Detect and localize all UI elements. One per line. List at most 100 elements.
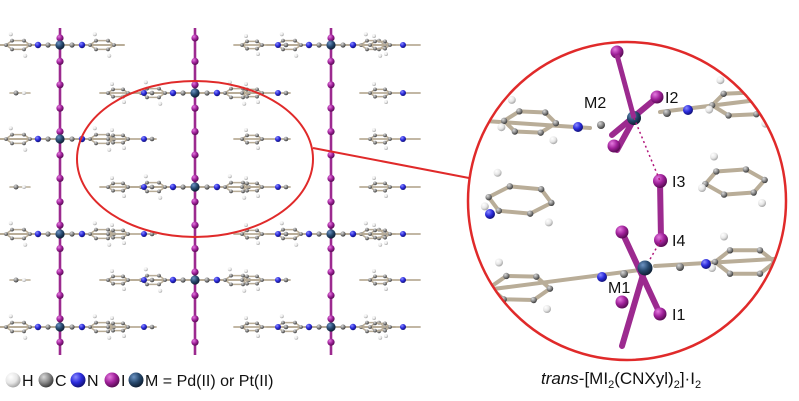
selection-ellipse bbox=[76, 80, 314, 238]
carbon-atom bbox=[22, 132, 26, 137]
carbon-atom bbox=[340, 42, 346, 48]
nitrogen-atom bbox=[400, 277, 406, 283]
carbon-atom bbox=[121, 274, 125, 279]
legend-h-label: H bbox=[22, 373, 34, 390]
nitrogen-atom bbox=[34, 323, 42, 331]
carbon-atom bbox=[388, 137, 392, 141]
iodine-atom bbox=[56, 128, 64, 136]
carbon-atom bbox=[149, 184, 155, 190]
carbon-atom bbox=[111, 281, 115, 286]
carbon-atom bbox=[620, 270, 628, 278]
hydrogen-atom bbox=[480, 202, 489, 211]
carbon-atom bbox=[383, 181, 387, 186]
carbon-atom bbox=[283, 324, 289, 330]
hydrogen-atom bbox=[294, 335, 299, 340]
carbon-atom bbox=[229, 189, 233, 194]
nitrogen-atom bbox=[169, 183, 177, 191]
hydrogen-atom bbox=[107, 335, 112, 340]
carbon-atom bbox=[45, 136, 51, 142]
hydrogen-atom bbox=[23, 53, 28, 58]
carbon-atom bbox=[260, 232, 264, 236]
carbon-atom bbox=[10, 236, 14, 241]
nitrogen-atom bbox=[400, 90, 406, 96]
hydrogen-atom bbox=[244, 34, 248, 38]
nitrogen-atom bbox=[213, 276, 221, 284]
carbon-atom bbox=[720, 191, 728, 198]
carbon-atom bbox=[10, 141, 14, 146]
carbon-atom bbox=[126, 137, 130, 141]
carbon-atom bbox=[260, 43, 264, 47]
carbon-atom bbox=[106, 38, 110, 43]
carbon-atom bbox=[283, 42, 289, 48]
carbon-atom bbox=[241, 180, 245, 185]
carbon-atom bbox=[22, 320, 26, 325]
iodine-atom-top bbox=[610, 45, 624, 59]
nitrogen-atom bbox=[305, 41, 313, 49]
carbon-atom bbox=[368, 91, 372, 95]
hydrogen-atom bbox=[92, 221, 97, 226]
carbon-atom bbox=[149, 277, 155, 283]
carbon-atom bbox=[45, 324, 51, 330]
carbon-atom bbox=[761, 176, 768, 184]
carbon-atom bbox=[255, 188, 259, 193]
legend-m-sphere bbox=[128, 372, 144, 388]
hydrogen-atom bbox=[378, 335, 383, 340]
carbon-atom bbox=[180, 277, 186, 283]
hydrogen-atom bbox=[495, 258, 503, 267]
carbon-atom bbox=[245, 321, 249, 326]
iodine-atom bbox=[327, 104, 335, 112]
carbon-atom bbox=[316, 324, 322, 330]
carbon-atom bbox=[368, 325, 372, 329]
hydrogen-atom bbox=[549, 136, 558, 145]
hydrogen-atom bbox=[107, 242, 112, 247]
hydrogen-atom bbox=[110, 316, 114, 320]
carbon-atom bbox=[180, 184, 186, 190]
carbon-atom bbox=[240, 325, 244, 329]
carbon-atom bbox=[373, 281, 377, 286]
iodine-atom bbox=[191, 81, 199, 89]
hydrogen-atom bbox=[110, 176, 114, 180]
carbon-atom bbox=[530, 296, 537, 304]
carbon-atom bbox=[245, 274, 249, 279]
hydrogen-atom bbox=[92, 314, 97, 319]
hydrogen-atom bbox=[8, 314, 13, 319]
carbon-atom bbox=[597, 121, 605, 129]
carbon-atom bbox=[340, 231, 346, 237]
formula-mid: (CNXyl) bbox=[614, 369, 674, 388]
formula-close: ]·I bbox=[680, 369, 695, 388]
carbon-atom bbox=[373, 46, 377, 51]
nitrogen-atom bbox=[400, 324, 406, 330]
hydrogen-atom bbox=[8, 221, 13, 226]
nitrogen-atom bbox=[349, 230, 357, 238]
carbon-atom bbox=[106, 185, 110, 189]
carbon-atom bbox=[88, 232, 92, 236]
hydrogen-atom bbox=[244, 82, 248, 86]
carbon-atom bbox=[388, 43, 392, 47]
carbon-atom bbox=[365, 38, 369, 43]
carbon-atom bbox=[229, 95, 233, 100]
carbon-atom bbox=[240, 43, 244, 47]
hydrogen-atom bbox=[244, 223, 248, 227]
hydrogen-atom bbox=[384, 52, 388, 56]
iodine-atom bbox=[191, 151, 199, 159]
carbon-atom bbox=[373, 133, 377, 138]
carbon-atom bbox=[726, 247, 734, 254]
hydrogen-atom bbox=[256, 287, 260, 291]
carbon-atom bbox=[94, 320, 98, 325]
hydrogen-atom bbox=[122, 287, 126, 291]
carbon-atom bbox=[373, 274, 377, 279]
carbon-atom bbox=[157, 180, 161, 185]
iodine-atom bbox=[191, 174, 199, 182]
carbon-atom bbox=[383, 321, 387, 326]
element-legend: H C N I M = Pd(II) or Pt(II) bbox=[5, 372, 273, 390]
metal-atom bbox=[55, 134, 65, 144]
carbon-atom bbox=[299, 232, 303, 236]
hydrogen-atom bbox=[497, 123, 506, 132]
bond bbox=[721, 90, 754, 96]
carbon-atom bbox=[383, 235, 387, 240]
carbon-atom bbox=[240, 278, 244, 282]
bond bbox=[749, 90, 770, 105]
carbon-atom bbox=[541, 109, 549, 116]
carbon-atom bbox=[121, 181, 125, 186]
carbon-atom bbox=[28, 325, 32, 329]
